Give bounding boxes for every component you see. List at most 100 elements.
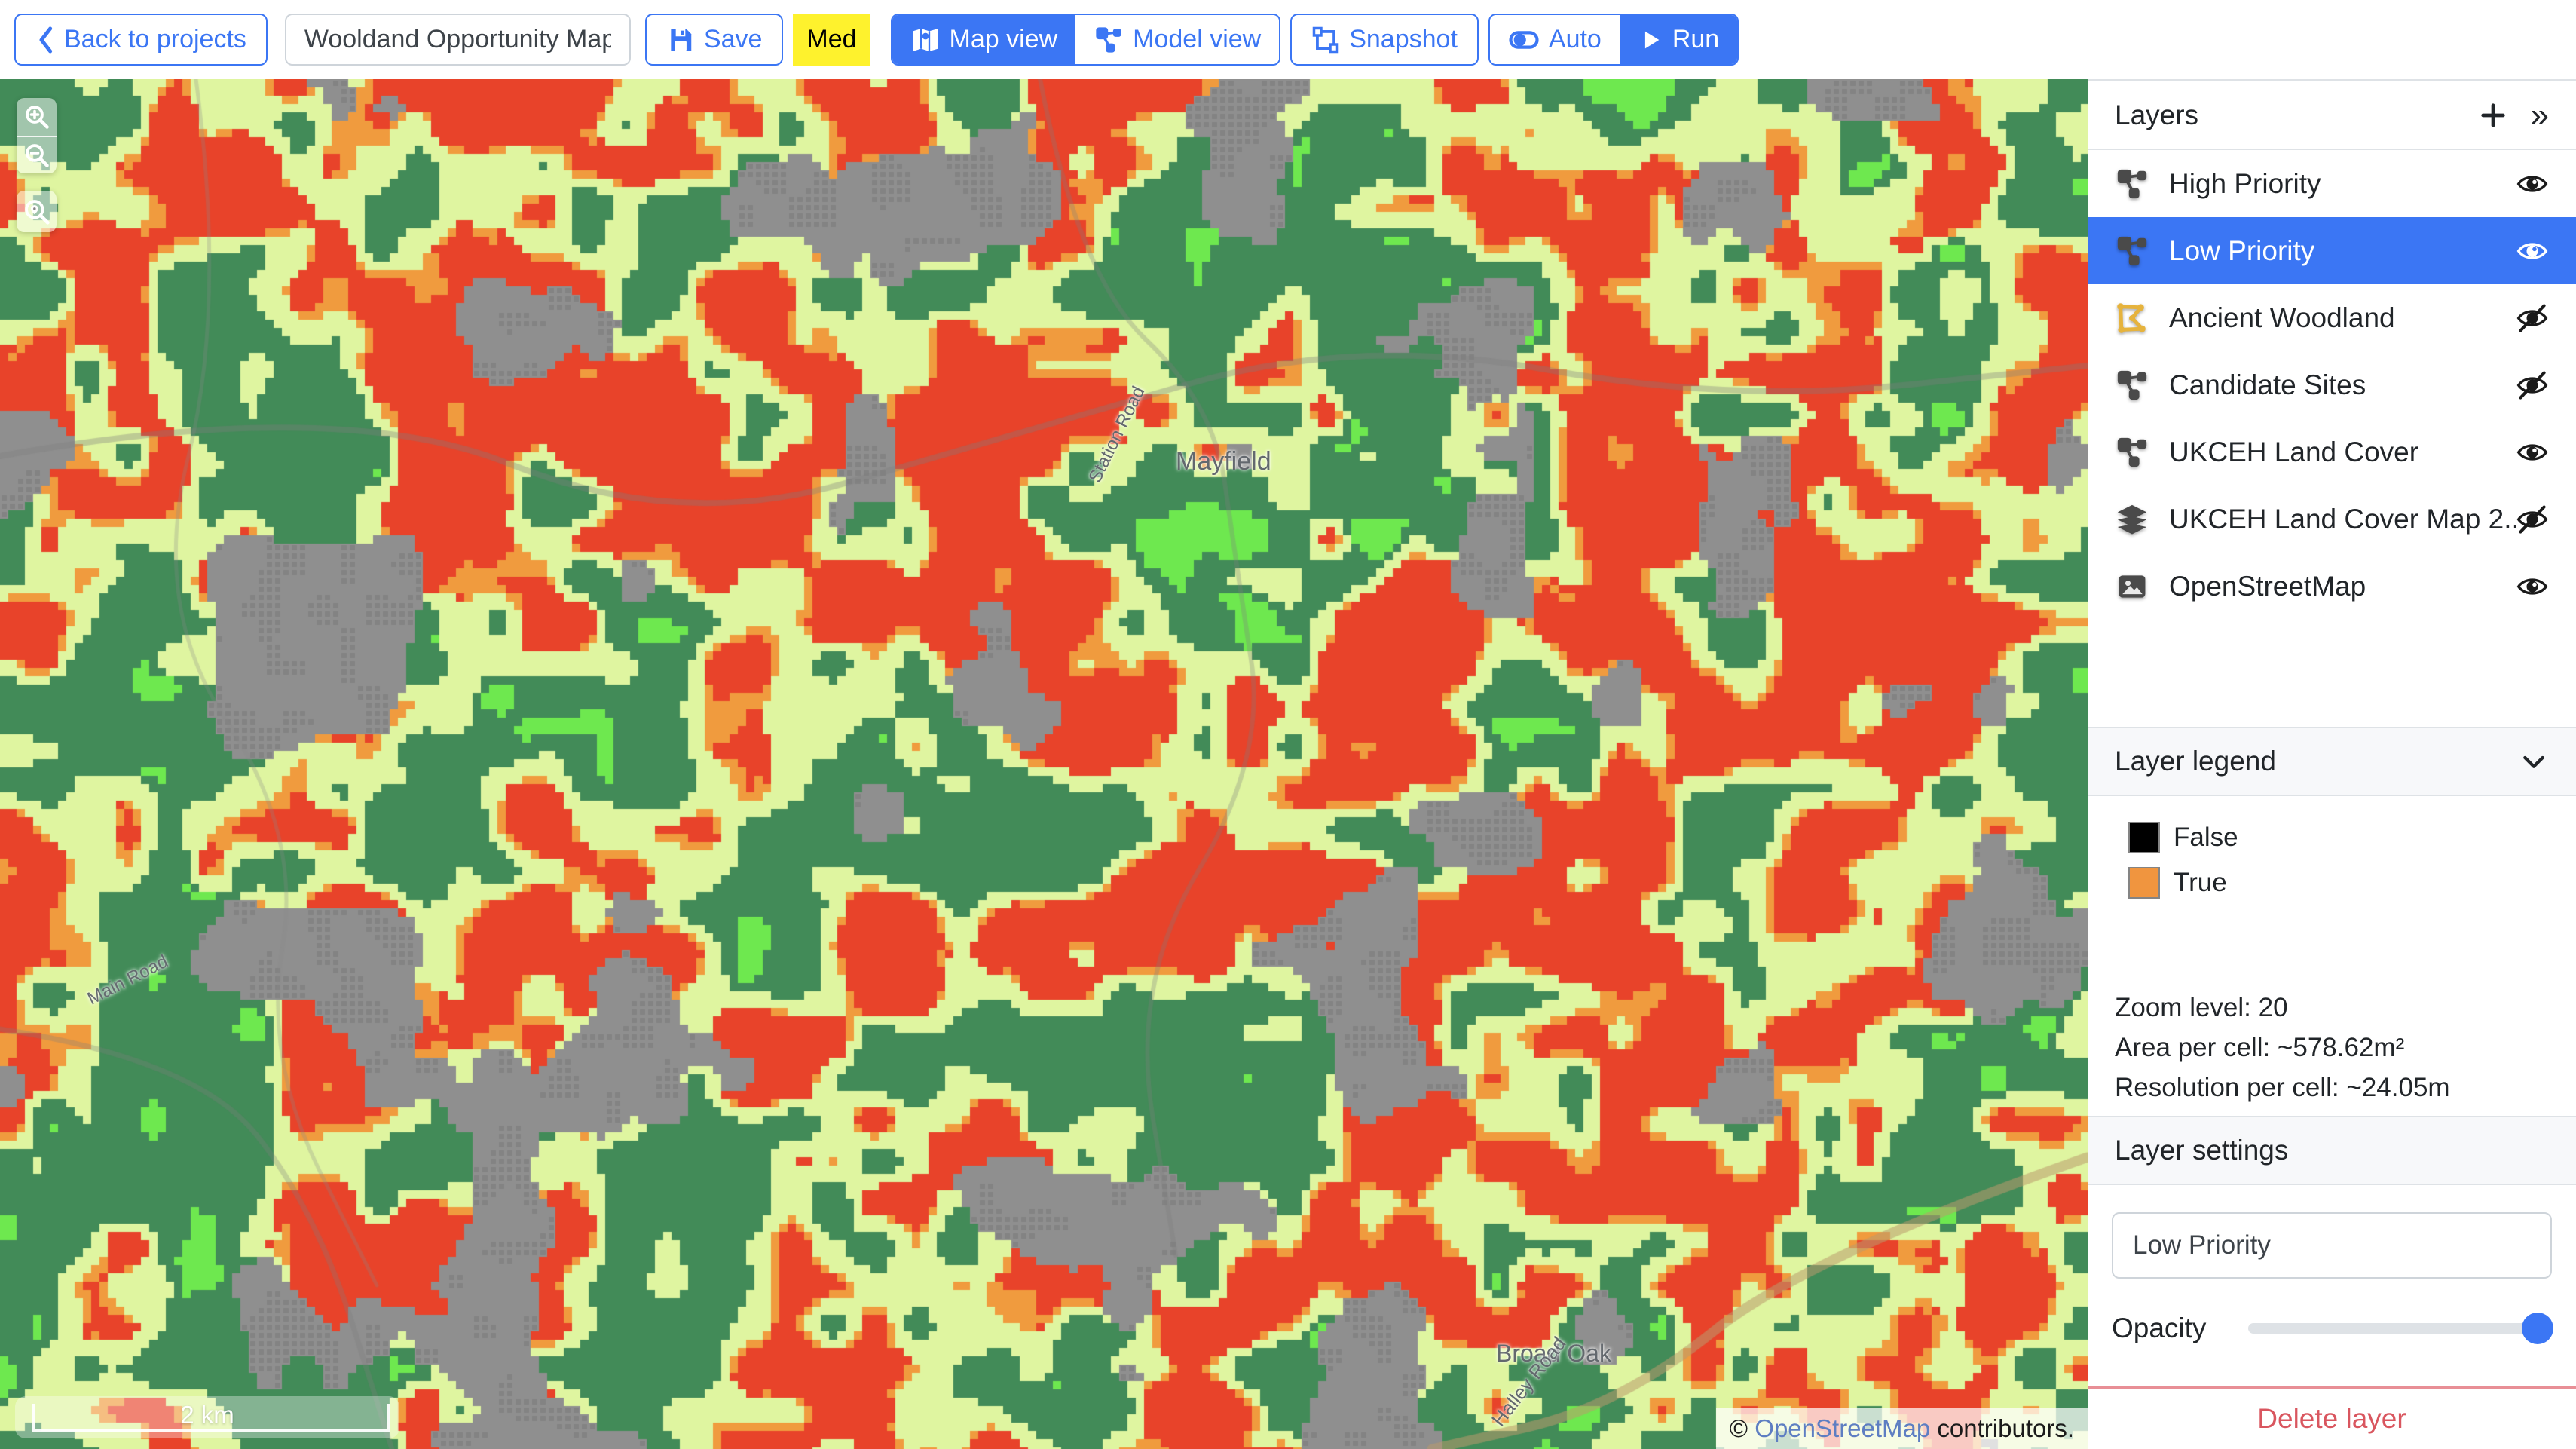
visibility-eye-icon[interactable] [2516,167,2549,201]
layers-panel-header: Layers » [2088,81,2576,150]
layer-row-ukceh-land-cover-map[interactable]: UKCEH Land Cover Map 2... [2088,486,2576,553]
visibility-eye-icon[interactable] [2516,234,2549,268]
layer-label: Ancient Woodland [2169,302,2395,333]
model-icon [2115,167,2149,201]
map-view-tab[interactable]: Map view [892,15,1076,64]
model-icon [1096,26,1121,53]
legend-item-true: True [2115,867,2549,899]
toggle-icon [1509,30,1539,49]
model-icon [2115,368,2149,403]
sidebar-footer: Delete layer [2088,1386,2576,1449]
layer-row-ukceh-land-cover[interactable]: UKCEH Land Cover [2088,418,2576,486]
legend-item-false: False [2115,822,2549,853]
polygon-icon [2115,301,2149,335]
model-view-tab[interactable]: Model view [1075,15,1280,64]
layer-row-high-priority[interactable]: High Priority [2088,150,2576,217]
legend-label: True [2174,868,2227,897]
layer-name-input[interactable] [2112,1212,2552,1279]
map-place-label: Mayfield [1176,447,1271,476]
layers-stack-icon [2115,502,2149,537]
opacity-slider[interactable] [2248,1313,2553,1344]
map-canvas[interactable] [0,79,2088,1449]
save-label: Save [703,25,763,54]
layer-settings-header: Layer settings [2088,1116,2576,1185]
zoom-out-button[interactable] [17,136,57,173]
visibility-eye-slash-icon[interactable] [2516,503,2549,536]
save-button[interactable]: Save [644,14,784,66]
save-floppy-icon [671,29,692,51]
area-per-cell-stat: Area per cell: ~578.62m² [2115,1033,2405,1062]
attribution-copyright: © [1729,1414,1755,1442]
layers-sidebar: Layers » High Priority Low Priority [2088,79,2576,1449]
top-toolbar: Back to projects Save Med Map view Model… [0,0,2576,79]
layer-label: Candidate Sites [2169,369,2366,400]
snapshot-button[interactable]: Snapshot [1290,14,1479,66]
map-attribution: © OpenStreetMap contributors. [1715,1408,2088,1449]
layer-label: UKCEH Land Cover Map 2... [2169,503,2516,535]
model-view-label: Model view [1133,25,1262,54]
layer-settings-body: Opacity [2088,1185,2576,1345]
legend-label: False [2174,823,2238,852]
scalebar-bracket [32,1404,390,1432]
play-icon [1644,31,1660,48]
snapshot-label: Snapshot [1349,25,1458,54]
zoom-out-icon [25,144,49,167]
map-view-label: Map view [949,25,1058,54]
opacity-slider-thumb[interactable] [2522,1313,2553,1344]
layer-row-ancient-woodland[interactable]: Ancient Woodland [2088,284,2576,351]
run-label: Run [1672,25,1720,54]
project-title-input[interactable] [284,14,631,66]
snapshot-frame-icon [1312,26,1339,53]
opacity-row: Opacity [2112,1312,2553,1345]
layer-label: OpenStreetMap [2169,570,2366,602]
zoom-in-button[interactable] [17,98,57,136]
layer-legend-body: False True Zoom level: 20 Area per cell:… [2088,796,2576,1107]
opacity-label: Opacity [2112,1313,2207,1343]
layer-row-low-priority[interactable]: Low Priority [2088,217,2576,284]
layer-legend-title: Layer legend [2115,746,2276,777]
zoom-control-group [17,98,57,173]
map-place-label: Broad Oak [1496,1340,1611,1367]
map-viewport[interactable]: Mayfield Station Road Main Road Broad Oa… [0,79,2088,1449]
layer-legend-header[interactable]: Layer legend [2088,727,2576,796]
layer-settings-title: Layer settings [2115,1135,2289,1166]
layer-row-openstreetmap[interactable]: OpenStreetMap [2088,553,2576,620]
image-icon [2115,569,2149,604]
collapse-panel-button[interactable]: » [2530,96,2549,133]
back-to-projects-label: Back to projects [64,25,246,54]
visibility-eye-slash-icon[interactable] [2516,369,2549,402]
layer-row-candidate-sites[interactable]: Candidate Sites [2088,351,2576,418]
attribution-suffix: contributors. [1930,1414,2074,1442]
visibility-eye-icon[interactable] [2516,436,2549,469]
zoom-to-location-button[interactable] [17,191,57,232]
legend-swatch-false [2128,822,2160,853]
visibility-eye-slash-icon[interactable] [2516,302,2549,335]
chevron-down-icon [2523,755,2544,768]
scalebar-label: 2 km [180,1401,234,1429]
resolution-per-cell-stat: Resolution per cell: ~24.05m [2115,1073,2450,1102]
auto-toggle-button[interactable]: Auto [1489,15,1620,64]
add-layer-button[interactable] [2478,100,2508,130]
run-button[interactable]: Run [1619,15,1738,64]
layer-label: UKCEH Land Cover [2169,436,2419,467]
model-icon [2115,234,2149,268]
auto-run-group: Auto Run [1488,14,1739,66]
legend-swatch-true [2128,867,2160,899]
zoom-level-stat: Zoom level: 20 [2115,993,2288,1022]
layer-stats: Zoom level: 20 Area per cell: ~578.62m² … [2115,988,2549,1107]
delete-layer-button[interactable]: Delete layer [2253,1402,2410,1435]
osm-link[interactable]: OpenStreetMap [1755,1414,1931,1442]
map-icon [912,28,938,51]
zoom-in-icon [25,106,49,129]
zoom-location-icon [24,199,50,225]
back-to-projects-button[interactable]: Back to projects [14,14,268,66]
layer-label: High Priority [2169,167,2321,199]
chevron-left-icon [39,26,53,53]
plus-icon [2480,103,2505,127]
layer-label: Low Priority [2169,234,2315,266]
map-scalebar: 2 km [15,1396,399,1438]
med-status-badge: Med [793,14,870,66]
double-chevron-right-icon: » [2530,96,2549,133]
visibility-eye-icon[interactable] [2516,570,2549,603]
